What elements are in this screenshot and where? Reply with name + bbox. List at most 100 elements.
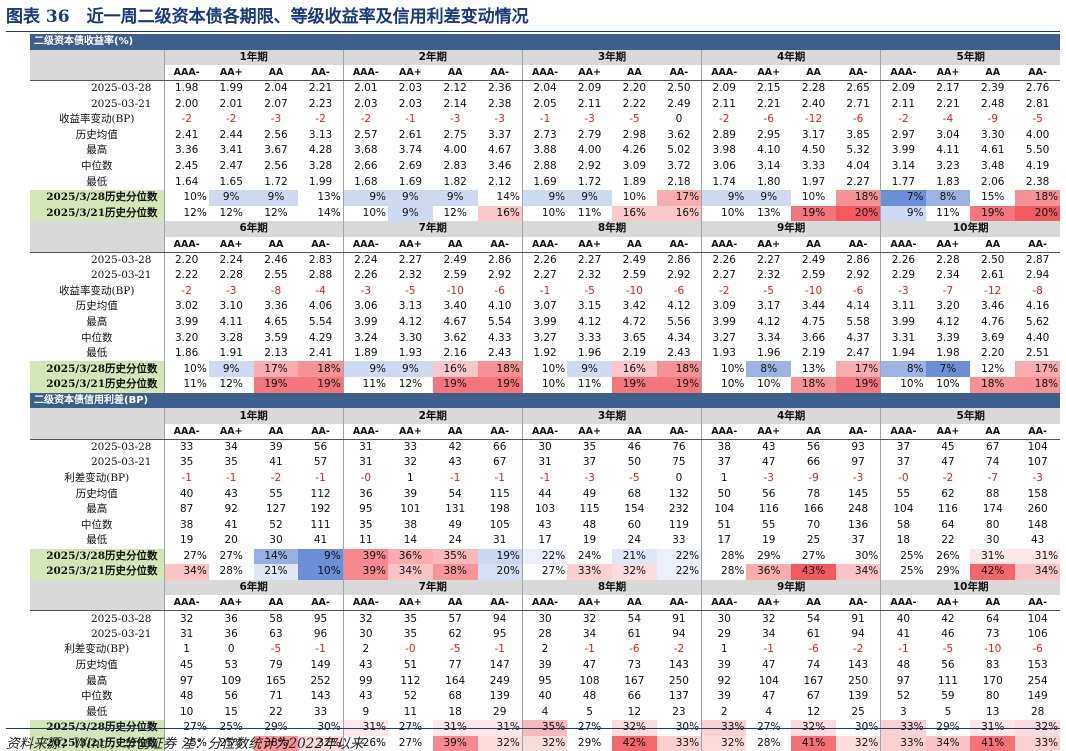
value-cell: 66 <box>627 690 642 703</box>
row-label: 2025-03-21 <box>90 97 152 110</box>
percentile-row: 2025/3/21历史分位数 25% 25% 38% 32% 26% 27% 39% 32% 32… <box>30 735 1061 751</box>
grade-header-blank <box>30 595 164 612</box>
value-cell: 3.30 <box>981 128 1005 141</box>
value-cell: -5 <box>405 284 416 297</box>
value-cell: 31 <box>342 455 388 471</box>
percentile-cell: 33% <box>567 564 612 580</box>
value-cell: 74 <box>806 659 821 672</box>
grade-header: AA- <box>1015 423 1061 440</box>
percentile-cell: 26% <box>936 549 960 562</box>
value-cell: 2.71 <box>846 97 870 110</box>
grade-header: AA+ <box>387 236 433 253</box>
value-cell: 143 <box>848 659 869 672</box>
value-cell: 19 <box>582 534 597 547</box>
percentile-cell: 34% <box>925 735 971 751</box>
value-cell: 2.27 <box>521 267 568 284</box>
value-cell: 4.34 <box>667 331 691 344</box>
value-cell: 2.26 <box>880 252 926 268</box>
percentile-cell: 30% <box>854 549 879 562</box>
value-cell: 43 <box>448 456 462 469</box>
value-cell: 2.28 <box>936 253 960 266</box>
value-cell: 66 <box>806 456 821 469</box>
value-cell: 29 <box>493 705 507 718</box>
value-cell: 1.93 <box>701 345 747 362</box>
stat-row: 历史均值 2.41 2.44 2.56 3.13 2.57 2.61 2.75 3.37 2.73… <box>30 127 1060 144</box>
value-cell: -0 <box>405 643 416 656</box>
stat-row: 2025-03-21 31 36 63 96 30 35 62 95 28 34 61 94 29 34 61… <box>30 626 1060 643</box>
value-cell: 87 <box>163 501 209 518</box>
percentile-cell: 9% <box>567 189 612 206</box>
percentile-cell: 25% <box>880 564 926 580</box>
percentile-cell: 8% <box>925 189 971 206</box>
tenor-header: 8年期 <box>521 221 702 237</box>
value-cell: -12 <box>984 284 1002 297</box>
percentile-cell: 28% <box>701 548 747 565</box>
percentile-cell: 13% <box>757 206 781 219</box>
grade-header: AA+ <box>208 65 254 82</box>
percentile-row: 2025/3/21历史分位数 11% 12% 19% 19% 11% 12% 19% 19% 10… <box>30 377 1061 393</box>
value-cell: 158 <box>1027 487 1048 500</box>
grade-header: AA- <box>1015 595 1061 612</box>
percentile-cell: 33% <box>880 735 926 751</box>
value-cell: 38 <box>163 517 209 533</box>
percentile-cell: 30% <box>298 720 343 736</box>
percentile-row: 2025/3/21历史分位数 12% 12% 12% 14% 10% 9% 12% 16% 10%… <box>30 205 1061 222</box>
percentile-cell: 26% <box>342 735 388 751</box>
grade-header: AA- <box>656 65 702 82</box>
value-cell: 3.07 <box>521 299 568 315</box>
percentile-cell: 18% <box>1015 189 1061 206</box>
row-label: 2025/3/28历史分位数 <box>30 189 164 206</box>
value-cell: 2.79 <box>577 128 602 141</box>
percentile-cell: 43% <box>791 564 836 580</box>
value-cell: 1.77 <box>880 174 926 190</box>
value-cell: 2.28 <box>219 269 243 282</box>
tenor-header: 8年期 <box>521 579 702 596</box>
value-cell: 95 <box>342 501 388 518</box>
percentile-cell: 19% <box>253 377 299 393</box>
value-cell: 2.21 <box>308 82 333 95</box>
row-label: 最高 <box>86 144 108 157</box>
value-cell: 3.99 <box>342 314 388 331</box>
value-cell: 4.76 <box>981 315 1005 328</box>
percentile-cell: 16% <box>656 205 702 222</box>
percentile-cell: 16% <box>432 361 478 378</box>
value-cell: 1.69 <box>521 174 568 190</box>
value-cell: 4 <box>521 704 568 721</box>
value-cell: 38 <box>403 518 418 531</box>
value-cell: 2.21 <box>757 97 781 110</box>
value-cell: 62 <box>941 487 955 500</box>
value-cell: 73 <box>627 659 642 672</box>
percentile-cell: 33% <box>880 720 926 736</box>
value-cell: 80 <box>986 690 1000 703</box>
row-label: 2025-03-21 <box>90 456 152 469</box>
value-cell: 3.67 <box>264 144 288 157</box>
value-cell: 107 <box>1027 456 1048 469</box>
value-cell: 4.12 <box>936 315 960 328</box>
value-cell: 1.94 <box>880 345 926 362</box>
value-cell: 2.20 <box>981 347 1005 360</box>
value-cell: 104 <box>1027 612 1048 625</box>
percentile-cell: 10% <box>521 361 568 378</box>
percentile-cell: 32% <box>835 735 881 751</box>
value-cell: 149 <box>1027 690 1048 703</box>
percentile-cell: 29% <box>757 549 781 562</box>
value-cell: 54 <box>627 612 642 625</box>
value-cell: 68 <box>448 690 462 703</box>
value-cell: 2.98 <box>622 128 647 141</box>
value-cell: -1 <box>163 470 209 487</box>
value-cell: 36 <box>224 612 238 625</box>
percentile-cell: 30% <box>657 720 702 736</box>
percentile-cell: 14% <box>496 191 520 204</box>
stat-row: 2025-03-28 33 34 39 56 31 33 42 66 30 35 46 76 38 43 56… <box>30 439 1060 456</box>
value-cell: 42 <box>941 612 955 625</box>
percentile-cell: 28% <box>219 565 243 578</box>
value-cell: 45 <box>941 440 955 453</box>
tenor-header: 7年期 <box>342 221 523 237</box>
value-cell: 71 <box>269 690 283 703</box>
value-cell: 92 <box>701 673 747 689</box>
grade-header: AAA- <box>163 236 209 253</box>
value-cell: 2.59 <box>622 269 647 282</box>
value-cell: 57 <box>448 612 462 625</box>
value-cell: 17 <box>701 533 747 549</box>
row-label: 2025/3/21历史分位数 <box>30 735 164 751</box>
